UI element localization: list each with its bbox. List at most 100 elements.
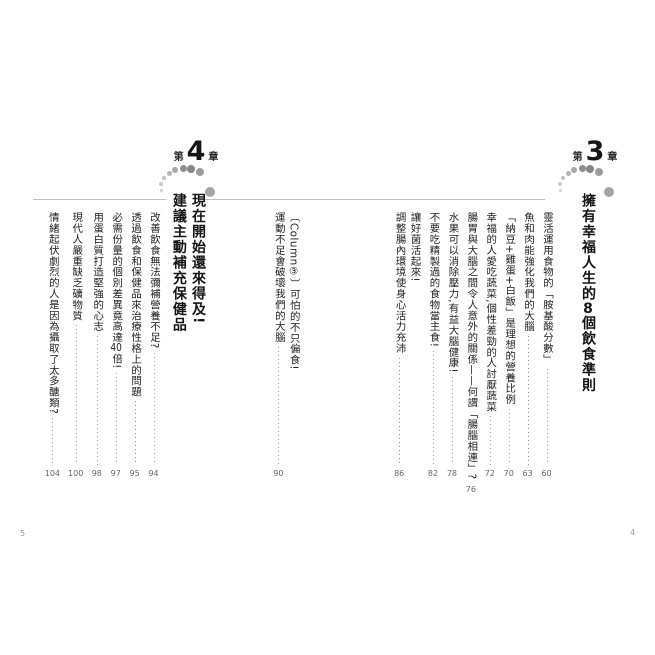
toc-entry: 靈活運用食物的「胺基酸分數」 60 — [541, 212, 553, 478]
toc-entry-line: 透過飲食和保健品來治療性格上的問題 95 — [129, 212, 142, 478]
entry-title-text: 水果可以消除壓力,有益大腦健康! — [446, 212, 459, 374]
decorative-dot — [159, 188, 163, 192]
toc-entry-line: 腸胃與大腦之間令人意外的關係——何謂「腸腦相連」? 76 — [465, 212, 478, 493]
toc-entry-line: 現代人嚴重缺乏礦物質 100 — [68, 212, 83, 478]
chapter4-title: 現在開始還來得及! 建議主動補充保健品 — [171, 193, 206, 333]
entry-page-number: 94 — [148, 468, 159, 478]
toc-entry: 用蛋白質打造堅強的心志 98 — [91, 212, 104, 478]
dotted-leader — [446, 373, 457, 468]
entry-title-text: 運動不足會破壞我們的大腦 — [272, 212, 285, 343]
dotted-leader — [45, 414, 60, 467]
entry-page-number: 90 — [273, 468, 284, 478]
entry-title-text: 現代人嚴重缺乏礦物質 — [70, 212, 83, 321]
decorative-dot — [162, 176, 166, 180]
entry-title-text: 透過飲食和保健品來治療性格上的問題 — [129, 212, 142, 398]
toc-entry: 改善飲食無法彌補營養不足? 94 — [148, 212, 160, 478]
dotted-leader — [394, 354, 405, 468]
dotted-leader — [273, 343, 284, 468]
chapter-number: 4 — [186, 136, 206, 167]
decorative-dot — [205, 187, 215, 197]
entry-page-number: 76 — [465, 484, 476, 494]
toc-entry: 〔Column③〕可怕的不只偏食! 運動不足會破壞我們的大腦 90 — [272, 212, 300, 478]
decorative-dot — [571, 167, 577, 173]
decorative-dot — [558, 182, 562, 186]
toc-entry: 必需份量的個別差異竟高達40倍! 97 — [110, 212, 123, 478]
toc-entry-line: 不要吃精製過的食物當主食! 82 — [427, 212, 440, 478]
chapter3-title: 擁有幸福人生的8個飲食準則 — [580, 193, 596, 393]
entry-page-number: 100 — [68, 468, 84, 478]
chapter-prefix: 第 — [572, 152, 583, 163]
entry-title-text: 魚和肉能強化我們的大腦 — [522, 212, 535, 332]
toc-entry: 水果可以消除壓力,有益大腦健康! 78 — [446, 212, 459, 478]
decorative-dot — [594, 167, 604, 177]
entry-title-text: 用蛋白質打造堅強的心志 — [91, 212, 104, 332]
folio-page-number-left: 5 — [20, 529, 26, 538]
divider-line-right — [197, 199, 545, 200]
chapter-number: 3 — [585, 136, 605, 167]
toc-entry-line: 幸福的人愛吃蔬菜,個性差勁的人討厭蔬菜 72 — [484, 212, 497, 478]
chapter-title-line: 建議主動補充保健品 — [170, 193, 187, 333]
decorative-dot — [187, 165, 195, 173]
entry-title-text: 腸胃與大腦之間令人意外的關係——何謂「腸腦相連」? — [465, 212, 478, 480]
decorative-dot — [172, 167, 178, 173]
dotted-leader — [541, 365, 552, 468]
chapter3-marker: 第 3 章 — [546, 136, 628, 167]
entry-page-number: 97 — [110, 468, 121, 478]
entry-page-number: 86 — [394, 468, 405, 478]
toc-entry: 魚和肉能強化我們的大腦 63 — [522, 212, 535, 478]
toc-entry-line: 改善飲食無法彌補營養不足? 94 — [148, 212, 160, 478]
entry-title-text: 不要吃精製過的食物當主食! — [427, 212, 440, 348]
toc-entry-line: 運動不足會破壞我們的大腦 90 — [272, 212, 285, 478]
toc-entry-line: 用蛋白質打造堅強的心志 98 — [91, 212, 104, 478]
decorative-dot — [558, 188, 562, 192]
entry-title-text: 調整腸內環境使身心活力充沛 — [393, 212, 406, 354]
entry-page-number: 70 — [503, 468, 514, 478]
toc-entry-line: 魚和肉能強化我們的大腦 63 — [522, 212, 535, 478]
chapter3-header: 第 3 章 — [546, 136, 628, 217]
chapter-title-line: 現在開始還來得及! — [190, 193, 206, 325]
chapter-suffix: 章 — [208, 152, 219, 163]
divider-line-left — [33, 199, 166, 200]
entry-page-number: 95 — [129, 468, 140, 478]
chapter-title-line: 擁有幸福人生的8個飲食準則 — [580, 193, 596, 393]
decorative-dot — [586, 165, 594, 173]
entry-title-text: 〔Column③〕可怕的不只偏食! — [287, 212, 300, 371]
entry-page-number: 60 — [541, 468, 552, 478]
decorative-dot — [159, 182, 163, 186]
folio-page-number-right: 4 — [630, 528, 636, 537]
entry-title-text: 幸福的人愛吃蔬菜,個性差勁的人討厭蔬菜 — [484, 212, 497, 413]
entry-title-text: 改善飲食無法彌補營養不足? — [148, 212, 160, 349]
decorative-dot — [195, 167, 205, 177]
toc-entry: 透過飲食和保健品來治療性格上的問題 95 — [129, 212, 142, 478]
toc-entry: 現代人嚴重缺乏礦物質 100 — [68, 212, 83, 478]
toc-entry-line: 情緒起伏劇烈的人是因為攝取了太多醣類? 104 — [45, 212, 60, 478]
entry-title-text: 必需份量的個別差異竟高達40倍! — [110, 212, 123, 369]
toc-entry-line: 靈活運用食物的「胺基酸分數」 60 — [541, 212, 553, 478]
entry-page-number: 82 — [427, 468, 439, 478]
dotted-leader — [522, 332, 533, 468]
toc-entry: 不要吃精製過的食物當主食! 82 — [427, 212, 440, 478]
entry-page-number: 98 — [91, 468, 102, 478]
toc-entry-line: 〔Column③〕可怕的不只偏食! — [287, 212, 300, 478]
chapter3-dots-arc — [546, 141, 628, 217]
dotted-leader — [129, 397, 140, 467]
toc-entry: 「納豆+雞蛋+白飯」是理想的營養比例 70 — [503, 212, 515, 478]
decorative-dot — [565, 170, 571, 176]
dotted-leader — [484, 412, 495, 468]
chapter4-marker: 第 4 章 — [147, 136, 229, 167]
decorative-dot — [561, 176, 565, 180]
toc-entry: 腸胃與大腦之間令人意外的關係——何謂「腸腦相連」? 76 — [465, 212, 478, 493]
decorative-dot — [604, 187, 614, 197]
dotted-leader — [110, 369, 121, 468]
decorative-dot — [179, 164, 187, 172]
dotted-leader — [465, 480, 476, 484]
toc-entry-line: 水果可以消除壓力,有益大腦健康! 78 — [446, 212, 459, 478]
toc-entry-line: 「納豆+雞蛋+白飯」是理想的營養比例 70 — [503, 212, 515, 478]
dotted-leader — [503, 405, 514, 468]
entry-page-number: 72 — [484, 468, 495, 478]
toc-entry: 讓好菌活起來! 調整腸內環境使身心活力充沛 86 — [393, 212, 421, 478]
toc-entry-line: 調整腸內環境使身心活力充沛 86 — [393, 212, 406, 478]
decorative-dot — [578, 164, 586, 172]
chapter-suffix: 章 — [607, 152, 618, 163]
